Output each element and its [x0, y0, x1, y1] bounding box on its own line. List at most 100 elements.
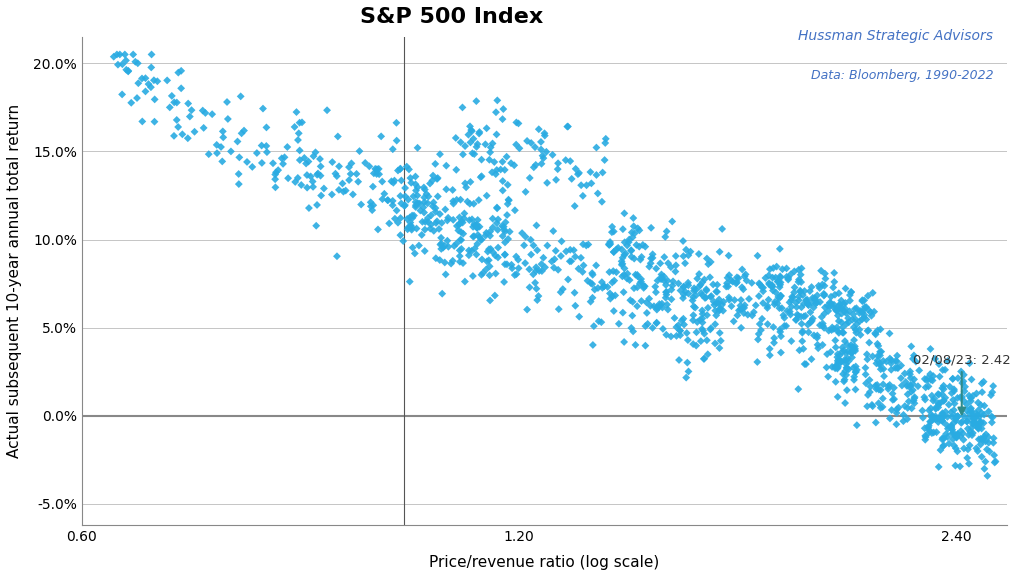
- Point: [961, 391, 977, 400]
- Point: [740, 294, 757, 304]
- Point: [628, 240, 644, 249]
- Point: [926, 414, 942, 424]
- Point: [466, 220, 482, 229]
- Point: [396, 200, 413, 209]
- Point: [769, 299, 785, 308]
- Point: [495, 231, 511, 241]
- Point: [403, 178, 420, 188]
- Point: [759, 301, 775, 310]
- Point: [925, 396, 941, 405]
- Point: [972, 417, 988, 426]
- Point: [580, 276, 596, 286]
- Point: [150, 77, 166, 86]
- Point: [429, 174, 445, 183]
- Point: [668, 261, 684, 270]
- Point: [843, 287, 859, 297]
- Point: [304, 177, 321, 186]
- Point: [453, 227, 469, 237]
- Point: [924, 391, 940, 400]
- Point: [648, 303, 665, 312]
- Point: [858, 379, 874, 388]
- Point: [620, 269, 636, 278]
- Point: [970, 424, 986, 433]
- Point: [410, 183, 426, 192]
- Point: [452, 219, 468, 228]
- Point: [511, 144, 527, 153]
- Point: [467, 221, 483, 230]
- Point: [972, 418, 988, 428]
- Point: [498, 218, 514, 227]
- Point: [599, 282, 615, 291]
- Point: [796, 312, 812, 321]
- Point: [381, 219, 397, 228]
- Point: [934, 435, 950, 444]
- Point: [874, 380, 891, 389]
- Point: [449, 239, 465, 248]
- Point: [407, 249, 423, 258]
- Point: [676, 282, 692, 291]
- Point: [692, 315, 709, 324]
- Point: [715, 306, 731, 316]
- Point: [685, 302, 701, 311]
- Point: [835, 323, 851, 332]
- Point: [593, 317, 609, 327]
- Point: [334, 179, 350, 188]
- Point: [268, 168, 285, 177]
- Point: [909, 381, 926, 391]
- Point: [134, 74, 151, 83]
- Point: [484, 223, 501, 232]
- Point: [374, 177, 390, 186]
- Point: [313, 191, 330, 200]
- Point: [223, 147, 240, 156]
- Point: [605, 306, 622, 316]
- Point: [143, 50, 160, 59]
- Point: [307, 148, 324, 157]
- Point: [847, 344, 863, 354]
- Point: [181, 112, 198, 121]
- Point: [955, 370, 972, 380]
- Point: [219, 98, 236, 107]
- Point: [270, 166, 287, 175]
- Point: [791, 384, 807, 394]
- Point: [802, 287, 818, 296]
- Point: [403, 223, 420, 232]
- Point: [622, 275, 638, 284]
- Point: [632, 255, 648, 264]
- Point: [430, 192, 446, 201]
- Point: [944, 425, 961, 434]
- Point: [719, 279, 735, 288]
- Point: [362, 198, 379, 207]
- Point: [215, 133, 231, 142]
- Point: [893, 373, 909, 383]
- Point: [594, 168, 610, 177]
- Point: [801, 328, 817, 337]
- Point: [851, 308, 867, 317]
- Point: [943, 422, 959, 432]
- Point: [734, 304, 751, 313]
- Point: [287, 122, 303, 132]
- Point: [823, 325, 840, 335]
- Point: [503, 159, 519, 168]
- Point: [449, 195, 465, 204]
- Point: [125, 50, 141, 59]
- Point: [839, 363, 855, 372]
- Point: [835, 369, 851, 379]
- Point: [765, 286, 781, 295]
- Point: [685, 316, 701, 325]
- Point: [390, 218, 407, 227]
- Point: [469, 220, 485, 229]
- Point: [380, 196, 396, 205]
- Point: [842, 290, 858, 299]
- Point: [572, 253, 589, 263]
- Point: [569, 170, 586, 179]
- Point: [902, 381, 919, 390]
- Point: [985, 438, 1001, 447]
- Point: [766, 338, 782, 347]
- Point: [312, 171, 329, 180]
- Point: [934, 384, 950, 393]
- Point: [694, 324, 711, 334]
- Point: [401, 213, 418, 222]
- Point: [462, 177, 478, 186]
- Point: [585, 270, 601, 279]
- Point: [386, 176, 402, 185]
